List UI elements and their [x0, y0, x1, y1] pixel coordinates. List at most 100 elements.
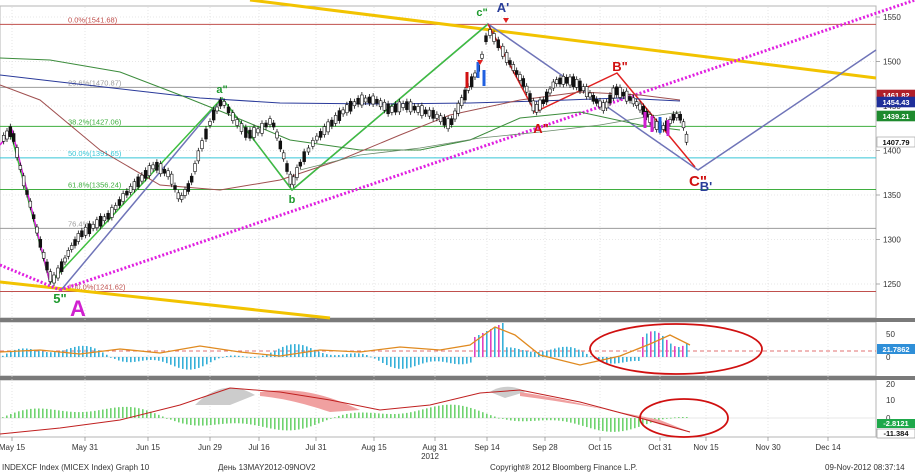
osc1-histogram-bar: [134, 357, 136, 362]
osc2-histogram-bar: [62, 410, 64, 418]
osc2-histogram-bar: [226, 418, 228, 424]
osc2-histogram-bar: [378, 413, 380, 418]
candle-body: [416, 106, 420, 113]
osc2-histogram-bar: [106, 408, 108, 418]
footer-timestamp: 09-Nov-2012 08:37:14: [825, 463, 905, 472]
osc1-histogram-bar: [590, 356, 592, 358]
candle-body: [125, 190, 129, 196]
candle-body: [684, 133, 689, 143]
osc1-tick-label: 0: [886, 353, 891, 362]
candle-body: [285, 163, 289, 172]
osc1-histogram-bar: [266, 354, 268, 357]
candle-body: [438, 115, 443, 123]
osc2-red-cloud: [260, 390, 360, 412]
osc1-value-label: 21.7862: [882, 345, 909, 354]
candle-body: [492, 33, 496, 42]
osc2-histogram-bar: [110, 408, 112, 418]
candle-body: [63, 257, 67, 263]
osc1-histogram-bar: [154, 357, 156, 361]
footer-copyright: Copyright® 2012 Bloomberg Finance L.P.: [490, 463, 638, 472]
candle-body: [106, 212, 110, 220]
osc1-histogram-bar: [370, 356, 372, 358]
osc2-histogram-bar: [134, 407, 136, 418]
fib-level-label: 0.0%(1541.68): [68, 15, 118, 24]
candle-body: [681, 121, 686, 129]
osc2-histogram-bar: [338, 415, 340, 418]
candle-body: [41, 252, 46, 259]
candle-body: [15, 147, 19, 158]
osc1-histogram-bar: [186, 357, 188, 370]
candle-body: [158, 163, 163, 175]
osc2-histogram-bar: [522, 418, 524, 422]
x-tick-label: May 15: [0, 443, 26, 452]
osc2-histogram-bar: [342, 414, 344, 418]
candle-body: [52, 274, 56, 284]
candle-body: [352, 101, 357, 107]
highlighted-candle: [658, 117, 662, 133]
osc1-histogram-bar: [238, 355, 240, 357]
osc2-histogram-bar: [474, 409, 476, 418]
candle-body: [568, 76, 572, 86]
candle-body: [121, 193, 125, 202]
osc1-histogram-bar: [398, 357, 400, 369]
osc2-histogram-bar: [386, 413, 388, 418]
candle-body: [231, 112, 235, 121]
candle-body: [298, 161, 303, 167]
candle-body: [614, 86, 619, 96]
osc2-histogram-bar: [490, 415, 492, 418]
osc2-histogram-bar: [614, 418, 616, 432]
osc2-histogram-bar: [86, 411, 88, 418]
osc1-histogram-bar: [402, 357, 404, 369]
candle-body: [504, 52, 509, 63]
candle-body: [390, 106, 394, 113]
osc1-histogram-bar: [466, 357, 468, 364]
candle-body: [611, 87, 616, 99]
candle-body: [330, 119, 334, 127]
candle-body: [449, 118, 454, 125]
osc1-value-tag: [877, 344, 915, 354]
candle-body: [113, 205, 118, 210]
osc1-histogram-bar: [354, 353, 356, 357]
osc2-histogram-bar: [178, 418, 180, 423]
osc1-histogram-bar: [86, 346, 88, 357]
osc2-histogram-bar: [638, 418, 640, 427]
osc2-histogram-bar: [358, 412, 360, 418]
osc2-histogram-bar: [438, 405, 440, 418]
osc1-histogram-bar: [534, 351, 536, 357]
candle-body: [76, 233, 81, 242]
osc1-histogram-bar: [214, 357, 216, 361]
main-panel-frame: [0, 5, 877, 319]
candle-body: [80, 230, 84, 238]
osc1-histogram-bar: [102, 352, 104, 357]
osc2-histogram-bar: [434, 406, 436, 418]
candle-body: [176, 192, 181, 200]
osc2-signal-line: [0, 387, 691, 435]
osc2-grey-cloud: [195, 387, 255, 405]
osc1-histogram-bar: [106, 354, 108, 357]
osc1-histogram-bar: [302, 345, 304, 357]
osc2-histogram-bar: [282, 418, 284, 431]
candle-body: [166, 170, 170, 178]
osc1-histogram-bar: [422, 357, 424, 364]
osc1-histogram-bar: [358, 353, 360, 357]
candle-body: [315, 135, 319, 141]
osc1-histogram-bar: [518, 348, 520, 357]
candle-body: [66, 250, 71, 257]
candle-body: [302, 151, 306, 162]
osc2-histogram-bar: [678, 417, 680, 418]
osc1-histogram-bar: [418, 357, 420, 365]
candle-body: [578, 80, 582, 92]
osc1-histogram-bar: [406, 357, 408, 369]
candle-body: [473, 72, 477, 78]
candle-body: [654, 121, 659, 130]
osc2-histogram-bar: [346, 413, 348, 418]
osc1-histogram-bar: [582, 351, 584, 357]
osc1-histogram-bar: [502, 323, 504, 357]
osc1-highlight-circle: [589, 323, 763, 375]
osc1-histogram-bar: [6, 353, 8, 357]
candle-body: [435, 113, 439, 119]
osc1-histogram-bar: [46, 352, 48, 357]
candle-body: [239, 123, 244, 132]
